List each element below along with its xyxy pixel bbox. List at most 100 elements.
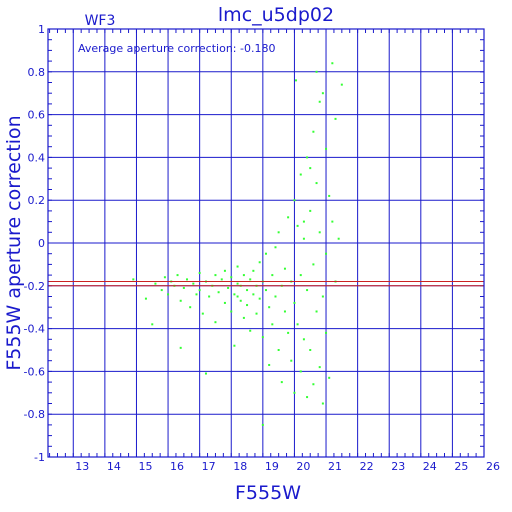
x-tick-label: 26: [486, 460, 500, 473]
data-point: [328, 376, 331, 379]
data-point: [208, 295, 211, 298]
data-point: [312, 263, 315, 266]
data-point: [328, 194, 331, 197]
data-point: [261, 336, 264, 339]
data-point: [306, 289, 309, 292]
data-point: [239, 299, 242, 302]
data-point: [290, 359, 293, 362]
data-point: [274, 295, 277, 298]
data-point: [230, 276, 233, 279]
data-point: [312, 383, 315, 386]
data-point: [293, 199, 296, 202]
data-point: [261, 423, 264, 426]
data-point: [236, 282, 239, 285]
data-point: [230, 310, 233, 313]
data-point: [302, 237, 305, 240]
data-point: [144, 297, 147, 300]
data-point: [236, 265, 239, 268]
data-point: [293, 301, 296, 304]
data-point: [255, 312, 258, 315]
data-point: [306, 156, 309, 159]
y-tick-label: 0: [38, 237, 45, 250]
data-point: [198, 271, 201, 274]
data-point: [214, 321, 217, 324]
x-tick-label: 23: [391, 460, 405, 473]
data-point: [283, 310, 286, 313]
data-point: [204, 372, 207, 375]
data-point: [274, 246, 277, 249]
data-point: [189, 306, 192, 309]
data-point: [309, 349, 312, 351]
y-tick-label: 0.8: [28, 66, 46, 79]
data-point: [246, 289, 249, 292]
data-point: [302, 220, 305, 223]
x-tick-label: 22: [360, 460, 374, 473]
data-point: [331, 62, 334, 65]
data-point: [265, 289, 267, 292]
x-tick-label: 25: [454, 460, 468, 473]
data-point: [277, 231, 280, 234]
data-point: [302, 338, 305, 341]
x-tick-label: 16: [170, 460, 184, 473]
data-point: [227, 286, 230, 289]
x-tick-label: 21: [328, 460, 342, 473]
data-point: [315, 182, 318, 185]
data-point: [249, 278, 252, 281]
data-point: [331, 220, 334, 223]
data-point: [321, 92, 324, 95]
data-point: [201, 312, 204, 315]
y-axis-title: F555W aperture correction: [3, 115, 25, 370]
data-point: [223, 269, 226, 272]
data-point: [295, 79, 298, 82]
data-point: [265, 252, 267, 255]
data-point: [268, 306, 271, 309]
data-point: [296, 323, 299, 326]
data-point: [236, 295, 239, 298]
x-tick-label: 14: [107, 460, 121, 473]
y-tick-label: 1: [38, 23, 45, 36]
y-tick-label: 0.4: [28, 151, 46, 164]
data-point: [306, 396, 309, 399]
data-point: [309, 209, 312, 212]
data-point: [214, 274, 217, 277]
y-tick-label: 0.6: [28, 109, 46, 122]
data-point: [151, 323, 154, 326]
x-tick-label: 13: [75, 460, 89, 473]
data-point: [315, 70, 318, 73]
y-tick-label: -0.2: [24, 280, 45, 293]
data-point: [334, 117, 337, 120]
data-point: [258, 297, 261, 300]
data-point: [318, 100, 321, 103]
data-point: [312, 130, 315, 133]
data-point: [325, 252, 328, 255]
data-point: [249, 329, 252, 332]
data-point: [299, 274, 302, 277]
data-point: [296, 224, 299, 227]
data-point: [163, 276, 166, 279]
data-point: [182, 286, 185, 289]
data-point: [252, 293, 255, 296]
data-point: [233, 293, 236, 296]
data-point: [318, 366, 321, 369]
x-tick-label: 20: [296, 460, 310, 473]
data-point: [167, 293, 170, 296]
data-point: [179, 299, 182, 302]
data-point: [283, 267, 286, 270]
x-tick-label: 18: [233, 460, 247, 473]
plot-frame: [47, 28, 485, 458]
data-point: [268, 363, 271, 366]
data-point: [293, 391, 296, 394]
data-point: [309, 167, 312, 170]
y-tick-label: -0.8: [24, 408, 45, 421]
data-point: [340, 83, 343, 86]
data-point: [179, 346, 182, 349]
data-point: [192, 282, 195, 285]
data-point: [258, 261, 261, 264]
y-tick-label: -1: [34, 451, 45, 464]
data-point: [246, 304, 249, 307]
x-axis-title: F555W: [235, 482, 301, 504]
data-point: [252, 269, 255, 272]
average-correction-note: Average aperture correction: -0.180: [78, 42, 275, 55]
